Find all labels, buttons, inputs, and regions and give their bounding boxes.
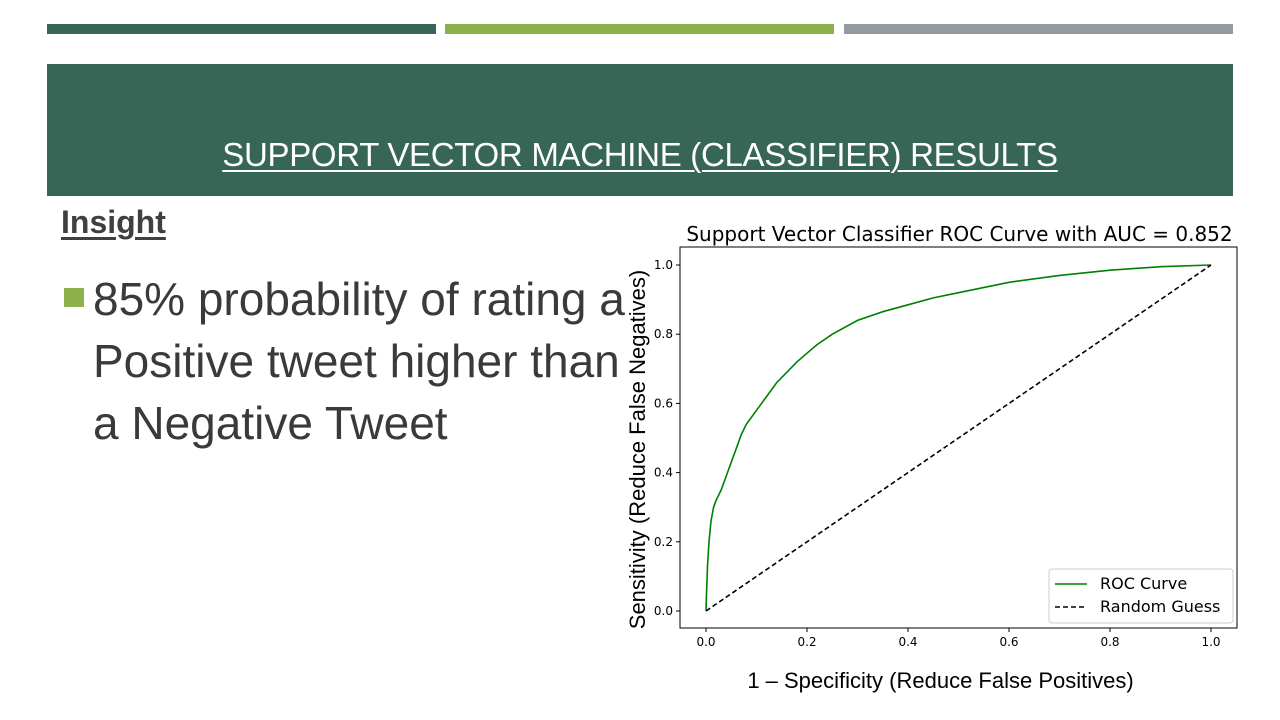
accent-bar-2	[445, 24, 834, 34]
y-tick-label: 0.4	[654, 466, 673, 480]
bullet-text: 85% probability of rating a Positive twe…	[93, 273, 625, 449]
x-tick-label: 0.2	[797, 635, 816, 649]
bullet-square-icon	[64, 288, 84, 307]
chart-title: Support Vector Classifier ROC Curve with…	[686, 222, 1232, 246]
title-banner: SUPPORT VECTOR MACHINE (CLASSIFIER) RESU…	[47, 64, 1233, 196]
x-tick-label: 0.4	[898, 635, 917, 649]
accent-bar-3	[844, 24, 1233, 34]
accent-bar-1	[47, 24, 436, 34]
legend-box	[1048, 568, 1234, 624]
roc-chart: Support Vector Classifier ROC Curve with…	[625, 222, 1238, 693]
y-tick-label: 0.2	[654, 535, 673, 549]
roc-curve-line	[705, 264, 1212, 612]
x-tick-label: 0.8	[1100, 635, 1119, 649]
random-guess-line	[705, 264, 1212, 612]
plot-frame	[679, 246, 1238, 629]
y-tick-label: 0.6	[654, 396, 673, 410]
x-tick-label: 0.6	[999, 635, 1018, 649]
y-tick-label: 0.8	[654, 327, 673, 341]
legend-label: ROC Curve	[1100, 574, 1187, 593]
legend-label: Random Guess	[1100, 597, 1220, 616]
x-axis-label: 1 – Specificity (Reduce False Positives)	[747, 668, 1133, 693]
y-axis-label: Sensitivity (Reduce False Negatives)	[625, 270, 650, 629]
y-tick-label: 1.0	[654, 258, 673, 272]
x-tick-label: 0.0	[696, 635, 715, 649]
x-tick-label: 1.0	[1201, 635, 1220, 649]
slide-title: SUPPORT VECTOR MACHINE (CLASSIFIER) RESU…	[222, 136, 1058, 173]
insight-heading: Insight	[61, 204, 166, 240]
y-tick-label: 0.0	[654, 604, 673, 618]
